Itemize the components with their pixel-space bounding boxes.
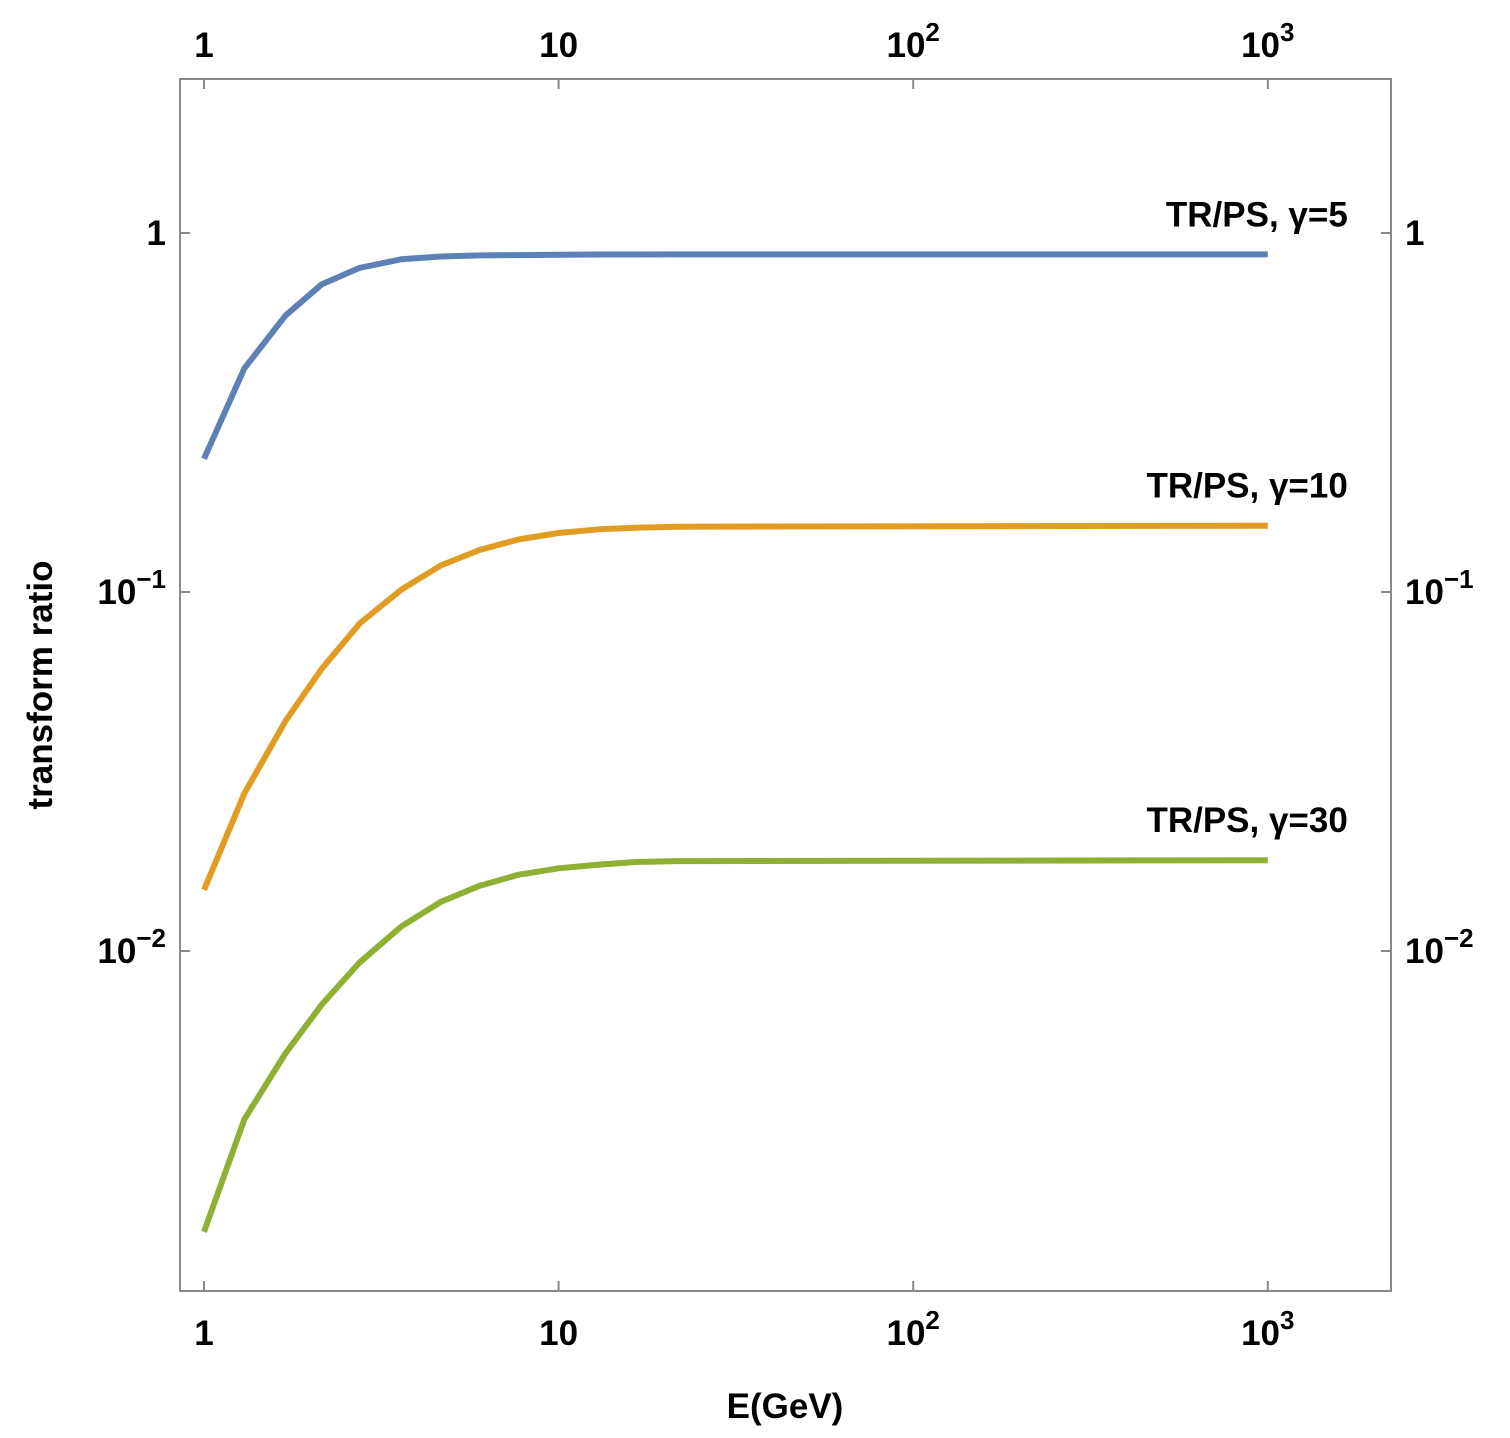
series-line-1 xyxy=(201,251,1268,461)
x-tick-label-bottom: 1 xyxy=(194,1314,213,1353)
series-label-2: TR/PS, γ=10 xyxy=(1146,467,1347,506)
y-tick-label-right-base: 10 xyxy=(1405,932,1444,971)
x-tick-label-bottom-exponent: 2 xyxy=(925,1305,939,1335)
x-tick-label-bottom-base: 10 xyxy=(1241,1314,1280,1353)
series-line-2 xyxy=(201,522,1268,892)
y-tick-label-right-exponent: −1 xyxy=(1444,564,1474,594)
plot-frame xyxy=(179,78,1392,1292)
x-tick-label-bottom-base: 1 xyxy=(194,1314,213,1353)
x-tick-label-bottom: 102 xyxy=(886,1305,939,1353)
x-tick-label-top: 1 xyxy=(194,26,213,65)
x-tick-label-top: 103 xyxy=(1241,17,1294,65)
x-tick-label-bottom: 10 xyxy=(539,1314,578,1353)
y-tick-label-right-exponent: −2 xyxy=(1444,923,1474,953)
y-tick-label-left-exponent: −1 xyxy=(136,564,166,594)
y-axis-title: transform ratio xyxy=(21,561,60,810)
y-tick-label-left-base: 10 xyxy=(97,932,136,971)
x-axis-title: E(GeV) xyxy=(727,1387,844,1426)
x-tick-label-top-base: 1 xyxy=(194,26,213,65)
y-tick-label-right-base: 1 xyxy=(1405,214,1424,253)
series-line-3 xyxy=(201,857,1268,1233)
y-tick-label-left: 10−1 xyxy=(97,564,166,612)
y-tick-label-left-exponent: −2 xyxy=(136,923,166,953)
y-tick-label-left: 1 xyxy=(147,214,166,253)
y-tick-label-left-base: 10 xyxy=(97,573,136,612)
y-tick-label-right: 10−1 xyxy=(1405,564,1474,612)
y-tick-label-left: 10−2 xyxy=(97,923,166,971)
x-tick-label-bottom-exponent: 3 xyxy=(1280,1305,1294,1335)
x-tick-label-top-exponent: 3 xyxy=(1280,17,1294,47)
x-tick-label-top: 102 xyxy=(886,17,939,65)
y-tick-label-right: 1 xyxy=(1405,214,1424,253)
x-tick-label-top-base: 10 xyxy=(1241,26,1280,65)
y-tick-label-right: 10−2 xyxy=(1405,923,1474,971)
series-label-1: TR/PS, γ=5 xyxy=(1166,195,1348,234)
y-tick-label-right-base: 10 xyxy=(1405,573,1444,612)
x-tick-label-bottom-base: 10 xyxy=(886,1314,925,1353)
tick-marks xyxy=(180,79,1391,1291)
series-lines: TR/PS, γ=5 TR/PS, γ=10 TR/PS, γ=30 xyxy=(201,195,1348,1233)
x-tick-label-bottom-base: 10 xyxy=(539,1314,578,1353)
x-tick-label-top-exponent: 2 xyxy=(925,17,939,47)
x-tick-label-bottom: 103 xyxy=(1241,1305,1294,1353)
x-tick-label-top-base: 10 xyxy=(886,26,925,65)
y-tick-label-left-base: 1 xyxy=(147,214,166,253)
x-tick-label-top: 10 xyxy=(539,26,578,65)
series-label-3: TR/PS, γ=30 xyxy=(1146,801,1347,840)
x-tick-label-top-base: 10 xyxy=(539,26,578,65)
